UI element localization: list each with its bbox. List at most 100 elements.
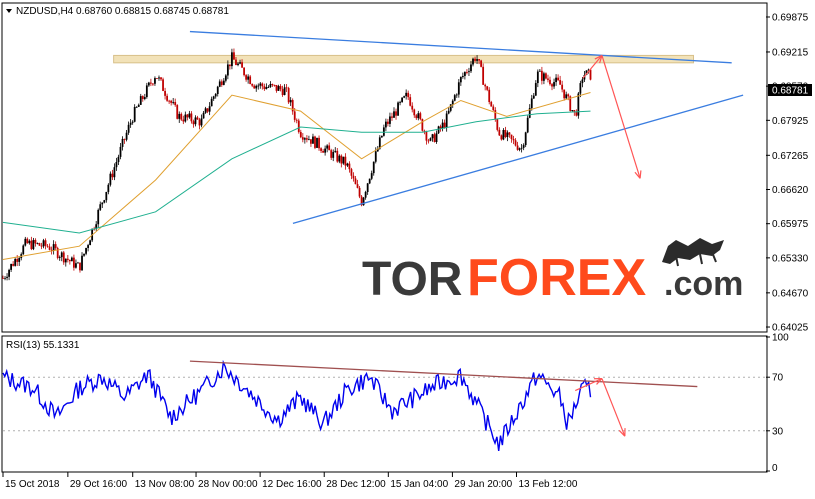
- candle-body: [147, 82, 150, 86]
- candle: [251, 83, 254, 88]
- candle: [352, 172, 355, 182]
- candle-body: [117, 156, 120, 163]
- candle-body: [85, 247, 87, 254]
- candle: [56, 246, 59, 260]
- candle: [174, 98, 177, 107]
- candle: [259, 81, 262, 89]
- candle-body: [443, 122, 446, 128]
- price-tick-label: 0.67265: [772, 151, 809, 162]
- candle: [314, 135, 316, 150]
- candle-body: [526, 117, 529, 133]
- candle: [131, 120, 134, 125]
- candle: [490, 100, 493, 107]
- candle-body: [528, 108, 531, 118]
- candle-body: [245, 75, 248, 80]
- candle: [512, 135, 515, 145]
- candle-body: [14, 259, 17, 266]
- candle-body: [421, 119, 424, 131]
- candle: [470, 60, 472, 73]
- candle-body: [534, 83, 537, 96]
- candle: [160, 76, 162, 82]
- candle: [516, 141, 519, 151]
- candle-body: [26, 238, 29, 244]
- candle: [326, 144, 329, 153]
- candle: [451, 99, 454, 108]
- candle-body: [549, 79, 551, 85]
- candle-body: [569, 96, 572, 111]
- candle: [549, 76, 551, 86]
- candle: [275, 84, 278, 93]
- candle-body: [557, 77, 559, 81]
- rsi-levels: [3, 376, 766, 432]
- candle-body: [133, 106, 136, 122]
- candle-body: [60, 252, 63, 258]
- candle-body: [160, 77, 162, 80]
- candle-body: [401, 97, 404, 102]
- candle: [58, 255, 61, 261]
- candle: [563, 89, 566, 101]
- candle: [291, 98, 294, 115]
- candle-body: [538, 70, 541, 72]
- candle: [119, 143, 122, 160]
- candle-body: [445, 113, 448, 128]
- candle: [358, 186, 361, 199]
- candle: [299, 129, 302, 139]
- candle: [538, 68, 541, 72]
- candle: [557, 74, 559, 82]
- candle-body: [127, 124, 130, 133]
- candle-body: [95, 224, 98, 229]
- candle: [127, 121, 130, 135]
- candle: [103, 199, 106, 204]
- candle-body: [18, 258, 21, 262]
- candle-body: [524, 132, 527, 146]
- candle: [370, 170, 373, 181]
- resistance-zone: [113, 54, 695, 64]
- candle-body: [210, 98, 213, 107]
- candle: [10, 263, 13, 273]
- candle-body: [472, 58, 474, 65]
- candle: [382, 124, 385, 137]
- candle-body: [81, 255, 83, 271]
- candle: [279, 84, 282, 92]
- candle: [368, 178, 371, 185]
- candle-body: [358, 187, 361, 197]
- candle: [113, 163, 116, 181]
- time-tick-label: 28 Nov 00:00: [198, 479, 258, 490]
- candle-body: [407, 92, 410, 98]
- candle: [411, 102, 414, 113]
- candle-body: [101, 202, 104, 205]
- candle: [340, 154, 343, 168]
- candle-body: [334, 150, 337, 152]
- candle: [196, 115, 199, 120]
- candle: [555, 74, 557, 86]
- arrow-head: [593, 377, 603, 385]
- candle-body: [480, 60, 483, 67]
- candle-body: [543, 73, 545, 81]
- candle: [192, 119, 195, 128]
- time-tick-label: 15 Oct 2018: [5, 479, 60, 490]
- candle-body: [370, 173, 373, 179]
- candle: [38, 242, 41, 246]
- candle: [482, 63, 485, 85]
- candle: [409, 94, 412, 107]
- candle-body: [419, 113, 422, 120]
- candle: [372, 161, 375, 176]
- candle: [293, 108, 296, 123]
- candle-body: [44, 240, 47, 246]
- candle: [399, 100, 401, 106]
- candle-body: [172, 102, 175, 103]
- candle-body: [156, 78, 158, 79]
- price-tick-label: 0.65330: [772, 253, 809, 264]
- lower-trendline: [292, 94, 744, 225]
- candle: [281, 85, 284, 97]
- candle-body: [220, 81, 223, 85]
- candle-body: [105, 191, 108, 201]
- candle-body: [271, 84, 274, 85]
- candle-body: [24, 238, 27, 246]
- candle: [437, 125, 440, 135]
- triangle-down-icon[interactable]: [6, 9, 12, 13]
- candle-body: [482, 66, 485, 85]
- candle-body: [164, 90, 166, 96]
- candle: [589, 69, 592, 81]
